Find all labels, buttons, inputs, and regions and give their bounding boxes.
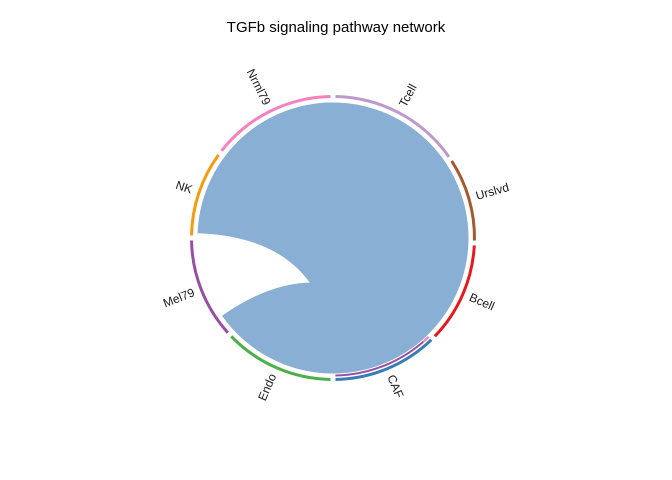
sectors-layer (190, 95, 477, 381)
sector-nk (190, 153, 220, 236)
link-nrml79-to-caf (237, 102, 428, 340)
sector-label-caf: CAF (384, 373, 406, 401)
inner-track-caf-1 (422, 336, 430, 343)
chart-title: TGFb signaling pathway network (226, 19, 446, 36)
tracks-layer (335, 336, 430, 377)
sector-label-bcell: Bcell (467, 290, 496, 313)
sector-mel79 (190, 240, 229, 334)
sector-label-urslvd: Urslvd (474, 180, 511, 203)
sector-label-mel79: Mel79 (161, 285, 197, 310)
sector-label-nk: NK (174, 178, 194, 197)
sector-label-tcell: Tcell (396, 82, 420, 110)
links-layer (197, 102, 469, 374)
sector-urslvd (450, 160, 477, 241)
sector-label-nrml79: Nrml79 (244, 67, 274, 108)
sector-label-endo: Endo (255, 371, 279, 403)
